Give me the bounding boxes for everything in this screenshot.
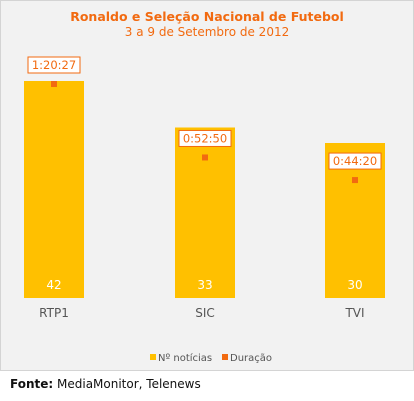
legend-swatch-duracao (222, 354, 228, 360)
source-text: MediaMonitor, Telenews (57, 377, 201, 391)
chart-title: Ronaldo e Seleção Nacional de Futebol (70, 9, 344, 24)
duration-label-box-tvi (328, 152, 382, 170)
duration-label-tvi: 0:44:20 (333, 154, 377, 168)
legend-swatch-noticias (150, 354, 156, 360)
legend-label-noticias: Nº notícias (158, 352, 212, 364)
source-label: Fonte: (10, 377, 54, 391)
x-tick-label-rtp1: RTP1 (39, 306, 69, 320)
duration-marker-tvi (352, 177, 358, 184)
legend: Nº notícias Duração (150, 352, 272, 364)
bar-value-label-tvi: 30 (347, 278, 362, 292)
duration-label-box-rtp1 (27, 56, 81, 74)
duration-label-sic: 0:52:50 (183, 131, 227, 145)
chart-frame: Ronaldo e Seleção Nacional de Futebol 3 … (0, 0, 414, 371)
duration-label-box-sic (178, 129, 232, 147)
chart: Ronaldo e Seleção Nacional de Futebol 3 … (24, 9, 385, 364)
bar-value-label-sic: 33 (197, 278, 212, 292)
legend-label-duracao: Duração (230, 353, 272, 364)
duration-label-rtp1: 1:20:27 (32, 58, 76, 72)
bar-sic (175, 127, 235, 298)
x-tick-label-sic: SIC (195, 306, 215, 320)
duration-marker-rtp1 (51, 81, 57, 87)
x-tick-label-tvi: TVI (344, 306, 364, 320)
chart-marks: 42 RTP1 1:20:27 33 SIC 0:52:50 30 TVI 0:44:20 (24, 56, 385, 320)
bar-rtp1 (24, 81, 84, 298)
chart-subtitle: 3 a 9 de Setembro de 2012 (125, 25, 289, 39)
source-note: Fonte: MediaMonitor, Telenews (10, 377, 201, 391)
duration-marker-sic (202, 154, 208, 161)
bar-value-label-rtp1: 42 (46, 278, 61, 292)
